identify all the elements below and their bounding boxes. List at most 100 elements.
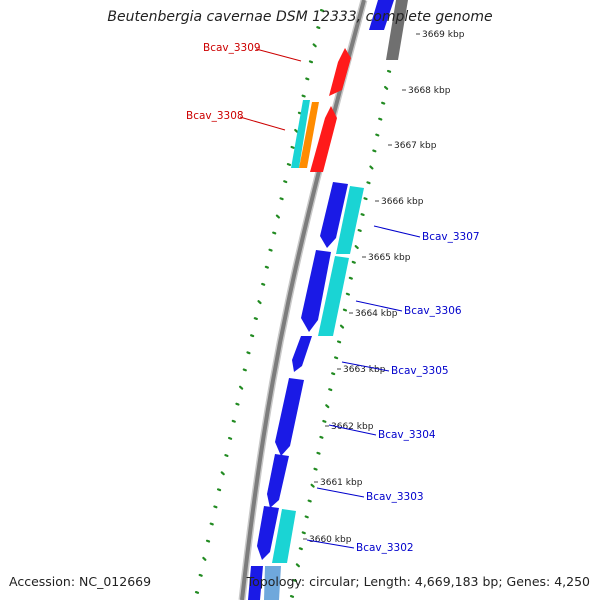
- gene-label: Bcav_3306: [404, 305, 462, 317]
- cds-feature: [369, 0, 394, 30]
- cds-features: [248, 0, 408, 600]
- gc-dot-outer: [294, 128, 299, 133]
- scale-tick-label: 3660 kbp: [309, 535, 352, 545]
- gc-dot-outer: [227, 436, 233, 440]
- gc-dot-outer: [305, 77, 310, 81]
- gc-dot-outer: [205, 539, 211, 543]
- gene-leader-line: [316, 487, 365, 498]
- gc-dot-inner: [357, 229, 362, 232]
- gc-dot-outer: [301, 94, 306, 98]
- scale-tick-label: 3664 kbp: [355, 309, 398, 319]
- gene-label: Bcav_3309: [203, 42, 261, 54]
- gene-leader-line: [328, 424, 377, 436]
- gc-dot-inner: [307, 499, 312, 503]
- gc-dot-outer: [279, 197, 284, 201]
- cds-feature: [264, 566, 281, 600]
- gc-dot-outer: [290, 145, 295, 149]
- gc-dot-outer: [257, 300, 262, 305]
- cds-feature-bcav-3309: [329, 48, 351, 96]
- gc-dot-outer: [239, 385, 244, 390]
- gc-dot-outer: [202, 556, 207, 561]
- gene-leader-line: [239, 116, 286, 131]
- gc-dot-inner: [325, 404, 330, 409]
- cds-feature-bcav-3303: [267, 454, 289, 508]
- scale-tick-label: 3665 kbp: [368, 253, 411, 263]
- gc-dot-inner: [342, 308, 348, 312]
- gc-dot-outer: [275, 214, 280, 219]
- gc-dot-inner: [298, 547, 303, 551]
- gc-track: [194, 8, 395, 598]
- cds-feature: [386, 0, 408, 60]
- gc-dot-inner: [386, 69, 392, 73]
- gene-label: Bcav_3302: [356, 542, 414, 554]
- gc-dot-inner: [301, 531, 306, 535]
- gc-dot-inner: [375, 133, 380, 137]
- gene-leader-line: [373, 225, 421, 238]
- gc-dot-inner: [366, 181, 371, 185]
- gene-label: Bcav_3304: [378, 429, 436, 441]
- gc-dot-inner: [384, 85, 389, 90]
- gc-dot-inner: [322, 419, 327, 423]
- cds-feature: [248, 566, 263, 600]
- gc-dot-outer: [308, 60, 314, 64]
- gene-leader-line: [341, 361, 390, 372]
- gc-dot-outer: [272, 231, 277, 235]
- gc-dot-inner: [351, 260, 356, 264]
- cds-feature: [291, 100, 310, 168]
- cds-feature: [299, 102, 319, 168]
- map-title: Beutenbergia cavernae DSM 12333, complet…: [107, 9, 493, 25]
- accession-text: Accession: NC_012669: [9, 574, 152, 589]
- gc-dot-outer: [209, 522, 214, 526]
- gc-dot-inner: [363, 197, 368, 201]
- gc-dot-inner: [310, 483, 315, 488]
- gc-dot-outer: [235, 402, 240, 406]
- cds-feature-bcav-3304: [275, 378, 304, 456]
- gc-dot-inner: [292, 579, 298, 582]
- gc-dot-outer: [242, 368, 247, 372]
- gc-dot-inner: [289, 594, 295, 598]
- gc-dot-outer: [213, 505, 218, 509]
- gc-dot-inner: [319, 435, 324, 439]
- gc-dot-inner: [328, 388, 333, 392]
- scale-tick-label: 3668 kbp: [408, 86, 451, 96]
- gc-dot-outer: [268, 248, 273, 252]
- gc-dot-outer: [297, 111, 303, 115]
- gc-dot-outer: [216, 488, 222, 492]
- gc-dot-inner: [295, 563, 300, 568]
- gene-leader-line: [355, 300, 403, 312]
- gc-dot-outer: [253, 317, 258, 321]
- gene-label: Bcav_3303: [366, 491, 424, 503]
- cds-feature-bcav-3302: [272, 509, 296, 563]
- gene-label: Bcav_3307: [422, 231, 480, 243]
- gc-dot-outer: [316, 26, 321, 30]
- gc-dot-outer: [194, 590, 200, 594]
- gc-dot-inner: [345, 292, 350, 296]
- gc-dot-inner: [334, 356, 339, 360]
- gc-dot-outer: [246, 351, 251, 355]
- backbone: [238, 0, 368, 600]
- scale-tick-label: 3667 kbp: [394, 141, 437, 151]
- gc-dot-inner: [336, 340, 342, 344]
- scale-tick-label: 3669 kbp: [422, 30, 465, 40]
- gc-dot-outer: [250, 334, 255, 338]
- gene-leader-line: [306, 539, 355, 549]
- backbone-shadow: [238, 0, 368, 600]
- gc-dot-inner: [378, 117, 383, 121]
- cds-feature-bcav-3307: [336, 186, 364, 254]
- gc-dot-inner: [304, 515, 309, 519]
- scale-tick-label: 3663 kbp: [343, 365, 386, 375]
- gene-labels: Bcav_3309 Bcav_3308 Bcav_3307 Bcav_3306 Bcav…: [186, 42, 480, 554]
- gc-dot-inner: [339, 324, 345, 329]
- gc-dot-outer: [312, 43, 317, 48]
- gc-dot-inner: [360, 213, 365, 217]
- gc-dot-outer: [220, 471, 225, 476]
- gc-dot-outer: [198, 573, 203, 577]
- gc-dot-outer: [231, 419, 236, 423]
- scale-ticks: 3669 kbp 3668 kbp 3667 kbp 3666 kbp 3665 kbp…: [303, 30, 465, 545]
- cds-feature-bcav-3305: [292, 336, 312, 372]
- gc-dot-inner: [331, 372, 336, 376]
- gc-dot-outer: [286, 163, 292, 166]
- scale-tick-label: 3661 kbp: [320, 478, 363, 488]
